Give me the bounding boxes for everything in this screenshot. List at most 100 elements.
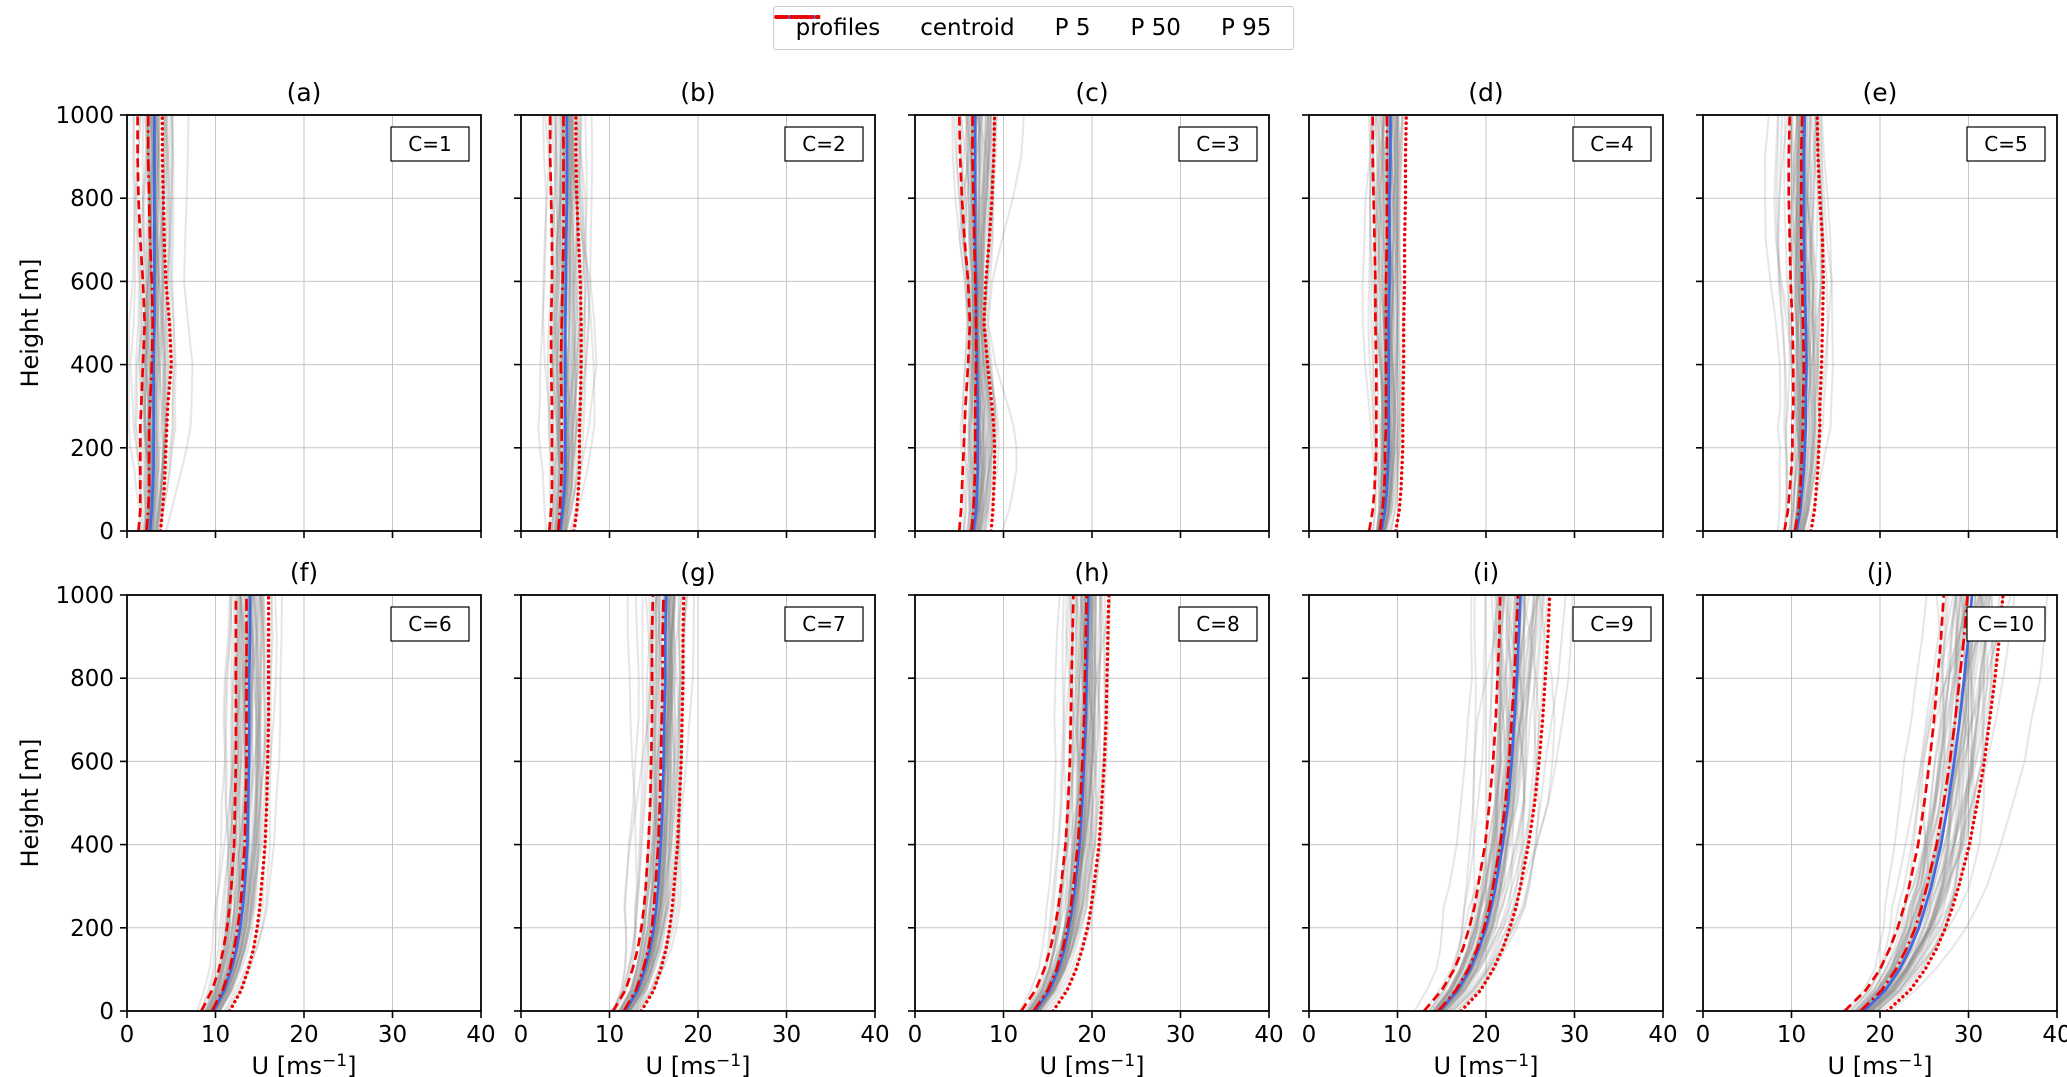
profile-line	[629, 595, 682, 1011]
profile-line	[1860, 595, 1968, 1011]
profile-line	[1448, 595, 1539, 1011]
profile-line	[1040, 595, 1102, 1011]
profile-line	[1867, 595, 1988, 1011]
profile-line	[1790, 115, 1803, 531]
profile-line	[1853, 595, 1962, 1011]
cluster-label: C=5	[1984, 132, 2027, 156]
profile-line	[1383, 115, 1404, 531]
profile-line	[209, 595, 242, 1011]
profile-line	[1790, 115, 1799, 531]
x-axis-label-prefix: U [ms	[1040, 1052, 1110, 1077]
profile-line	[1801, 115, 1817, 531]
profile-line	[542, 115, 555, 531]
profile-line	[1383, 115, 1399, 531]
x-tick-label: 30	[1560, 1022, 1589, 1048]
profile-line	[1028, 595, 1073, 1011]
cluster-label: C=9	[1590, 612, 1633, 636]
profile-line	[629, 595, 682, 1011]
profile-line	[1377, 115, 1385, 531]
x-tick-label: 0	[514, 1022, 529, 1048]
legend-item-p-5: P 5	[775, 15, 1090, 41]
p50-line	[145, 115, 155, 531]
x-tick-label: 0	[120, 1022, 135, 1048]
grid	[520, 594, 876, 1012]
profile-line	[1037, 595, 1097, 1011]
profile-line	[1876, 595, 1982, 1011]
profile-line	[215, 595, 262, 1011]
profile-line	[1377, 115, 1394, 531]
profile-line	[214, 595, 261, 1011]
profile-line	[1444, 595, 1556, 1011]
profile-line	[977, 115, 993, 531]
x-axis-label-sup: −1	[1898, 1051, 1923, 1071]
profile-line	[226, 595, 283, 1011]
panel-C=4: (d) C=4	[1302, 78, 1664, 538]
x-tick-label: 20	[289, 1022, 318, 1048]
p95-line	[1051, 595, 1111, 1011]
profile-line	[151, 115, 166, 531]
profile-line	[564, 115, 582, 531]
p95-line	[1885, 595, 2005, 1011]
cluster-label: C=8	[1196, 612, 1239, 636]
profile-line	[1455, 595, 1574, 1011]
y-tick-label: 200	[70, 916, 114, 942]
p50-line	[1032, 595, 1089, 1011]
profile-line	[158, 115, 177, 531]
profile-line	[970, 115, 983, 531]
x-axis-label-prefix: U [ms	[252, 1052, 322, 1077]
x-tick-label: 10	[1777, 1022, 1806, 1048]
profile-line	[1802, 115, 1824, 531]
x-tick-label: 30	[378, 1022, 407, 1048]
p5-line	[200, 595, 238, 1011]
profile-line	[1440, 595, 1545, 1011]
profile-line	[1889, 595, 2049, 1011]
x-axis-label: U [ms−1]	[646, 1051, 751, 1077]
profile-line	[1039, 595, 1097, 1011]
profile-line	[1867, 595, 1988, 1011]
profile-line	[563, 115, 588, 531]
profile-line	[1872, 595, 1991, 1011]
panel-title: (g)	[680, 558, 715, 587]
profile-line	[611, 595, 645, 1011]
profile-line	[1873, 595, 1995, 1011]
profile-line	[1432, 595, 1503, 1011]
profile-line	[978, 115, 993, 531]
profile-line	[1027, 595, 1074, 1011]
profile-line	[1442, 595, 1535, 1011]
panel-C=2: (b) C=2	[514, 78, 876, 538]
profile-line	[613, 595, 654, 1011]
profile-line	[1375, 115, 1394, 531]
panel-title: (h)	[1074, 558, 1109, 587]
profile-line	[1031, 595, 1082, 1011]
profile-line	[1880, 595, 1991, 1011]
profile-line	[1037, 595, 1093, 1011]
profile-line	[978, 115, 996, 531]
profile-line	[1854, 595, 1963, 1011]
panel-C=7: (g) C=7 0 10 20 30 40 U [ms−1]	[514, 558, 890, 1077]
profile-line	[619, 595, 659, 1011]
profile-line	[151, 115, 164, 531]
profile-line	[1800, 115, 1815, 531]
p50-line	[1793, 115, 1806, 531]
profile-line	[213, 595, 250, 1011]
profile-line	[1859, 595, 1959, 1011]
y-tick-label: 0	[99, 999, 114, 1025]
centroid-line	[1438, 595, 1522, 1011]
profile-line	[551, 115, 564, 531]
profile-line	[564, 115, 578, 531]
profile-line	[1857, 595, 1987, 1011]
profile-line	[561, 115, 580, 531]
cluster-label-box	[1572, 126, 1652, 162]
profile-line	[204, 595, 233, 1011]
legend-item-centroid: centroid	[775, 15, 1015, 41]
profile-line	[628, 595, 675, 1011]
profile-line	[156, 115, 171, 531]
profile-line	[1865, 595, 1974, 1011]
profile-line	[1369, 115, 1378, 531]
profile-line	[1024, 595, 1071, 1011]
profile-line	[217, 595, 261, 1011]
profile-line	[966, 115, 975, 531]
profile-line	[612, 595, 640, 1011]
profile-line	[152, 115, 169, 531]
